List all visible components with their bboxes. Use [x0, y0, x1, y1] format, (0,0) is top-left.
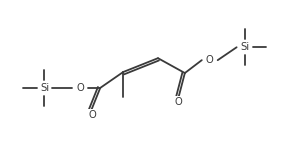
Text: O: O [88, 110, 96, 120]
Text: Si: Si [40, 83, 49, 93]
Text: Si: Si [240, 42, 249, 52]
Text: O: O [174, 97, 182, 107]
Text: O: O [206, 55, 214, 65]
Text: O: O [76, 83, 84, 93]
